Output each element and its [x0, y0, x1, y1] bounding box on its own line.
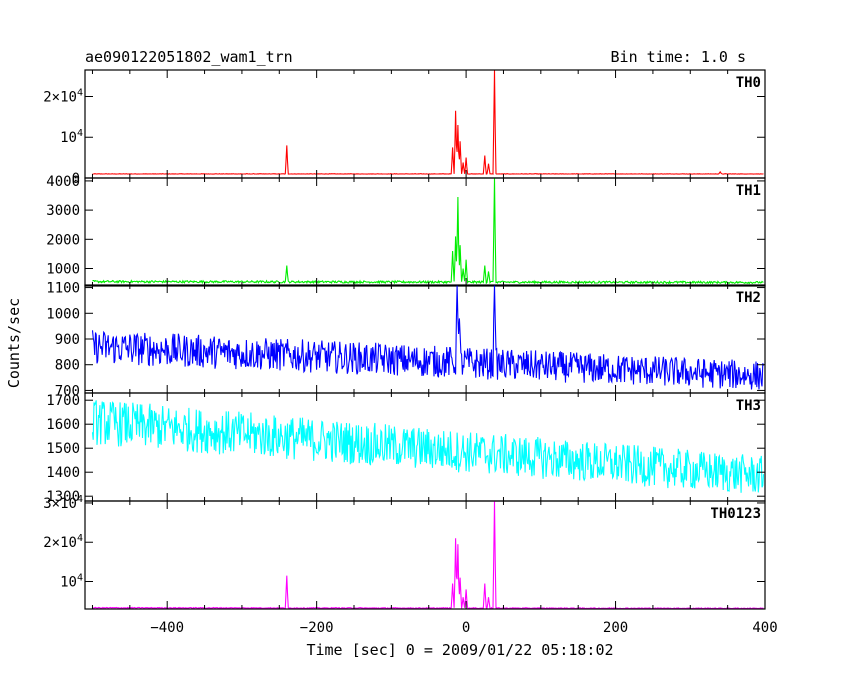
- panels-group: TH001042×104TH11000200030004000TH2700800…: [43, 69, 778, 636]
- y-tick-label: 1600: [46, 417, 80, 433]
- y-tick-label: 4000: [46, 174, 80, 190]
- chart-title: ae090122051802_wam1_trn: [85, 48, 293, 66]
- panel-name-th3: TH3: [736, 398, 761, 414]
- panel-frame-th1: [84, 177, 766, 287]
- series-line-th0123: [92, 500, 764, 610]
- y-tick-label: 700: [55, 383, 80, 399]
- y-tick-label: 2000: [46, 232, 80, 248]
- panel-name-th0: TH0: [736, 75, 761, 91]
- y-tick-label: 1300: [46, 489, 80, 505]
- series-line-th0: [92, 69, 764, 175]
- y-axis-label: Counts/sec: [5, 298, 23, 388]
- y-tick-label: 1100: [46, 281, 80, 297]
- panel-frame-th0: [84, 69, 766, 179]
- x-tick-label: −200: [300, 620, 334, 636]
- y-tick-label: 3000: [46, 203, 80, 219]
- y-tick-label: 3×104: [43, 494, 83, 512]
- y-tick-label: 2×104: [43, 533, 83, 551]
- panel-name-th0123: TH0123: [710, 506, 761, 522]
- y-tick-label: 1000: [46, 261, 80, 277]
- y-tick-label: 104: [60, 573, 83, 591]
- series-line-th3: [91, 400, 765, 493]
- panel-name-th2: TH2: [736, 290, 761, 306]
- bin-time-label: Bin time: 1.0 s: [611, 48, 746, 66]
- y-tick-label: 104: [60, 128, 83, 146]
- x-tick-label: 400: [752, 620, 777, 636]
- y-tick-label: 1500: [46, 441, 80, 457]
- x-tick-label: −400: [150, 620, 184, 636]
- panel-name-th1: TH1: [736, 183, 761, 199]
- series-line-th1: [92, 177, 764, 285]
- y-tick-label: 1000: [46, 306, 80, 322]
- y-tick-label: 1400: [46, 465, 80, 481]
- panel-frame-th0123: [84, 500, 766, 610]
- y-tick-label: 900: [55, 332, 80, 348]
- x-tick-label: 0: [462, 620, 470, 636]
- y-tick-label: 2×104: [43, 87, 83, 105]
- x-tick-label: 200: [603, 620, 628, 636]
- y-tick-label: 1700: [46, 393, 80, 409]
- y-tick-label: 800: [55, 358, 80, 374]
- series-line-th2: [91, 284, 765, 390]
- y-tick-label: 0: [72, 171, 80, 187]
- x-axis-label: Time [sec] 0 = 2009/01/22 05:18:02: [306, 641, 613, 659]
